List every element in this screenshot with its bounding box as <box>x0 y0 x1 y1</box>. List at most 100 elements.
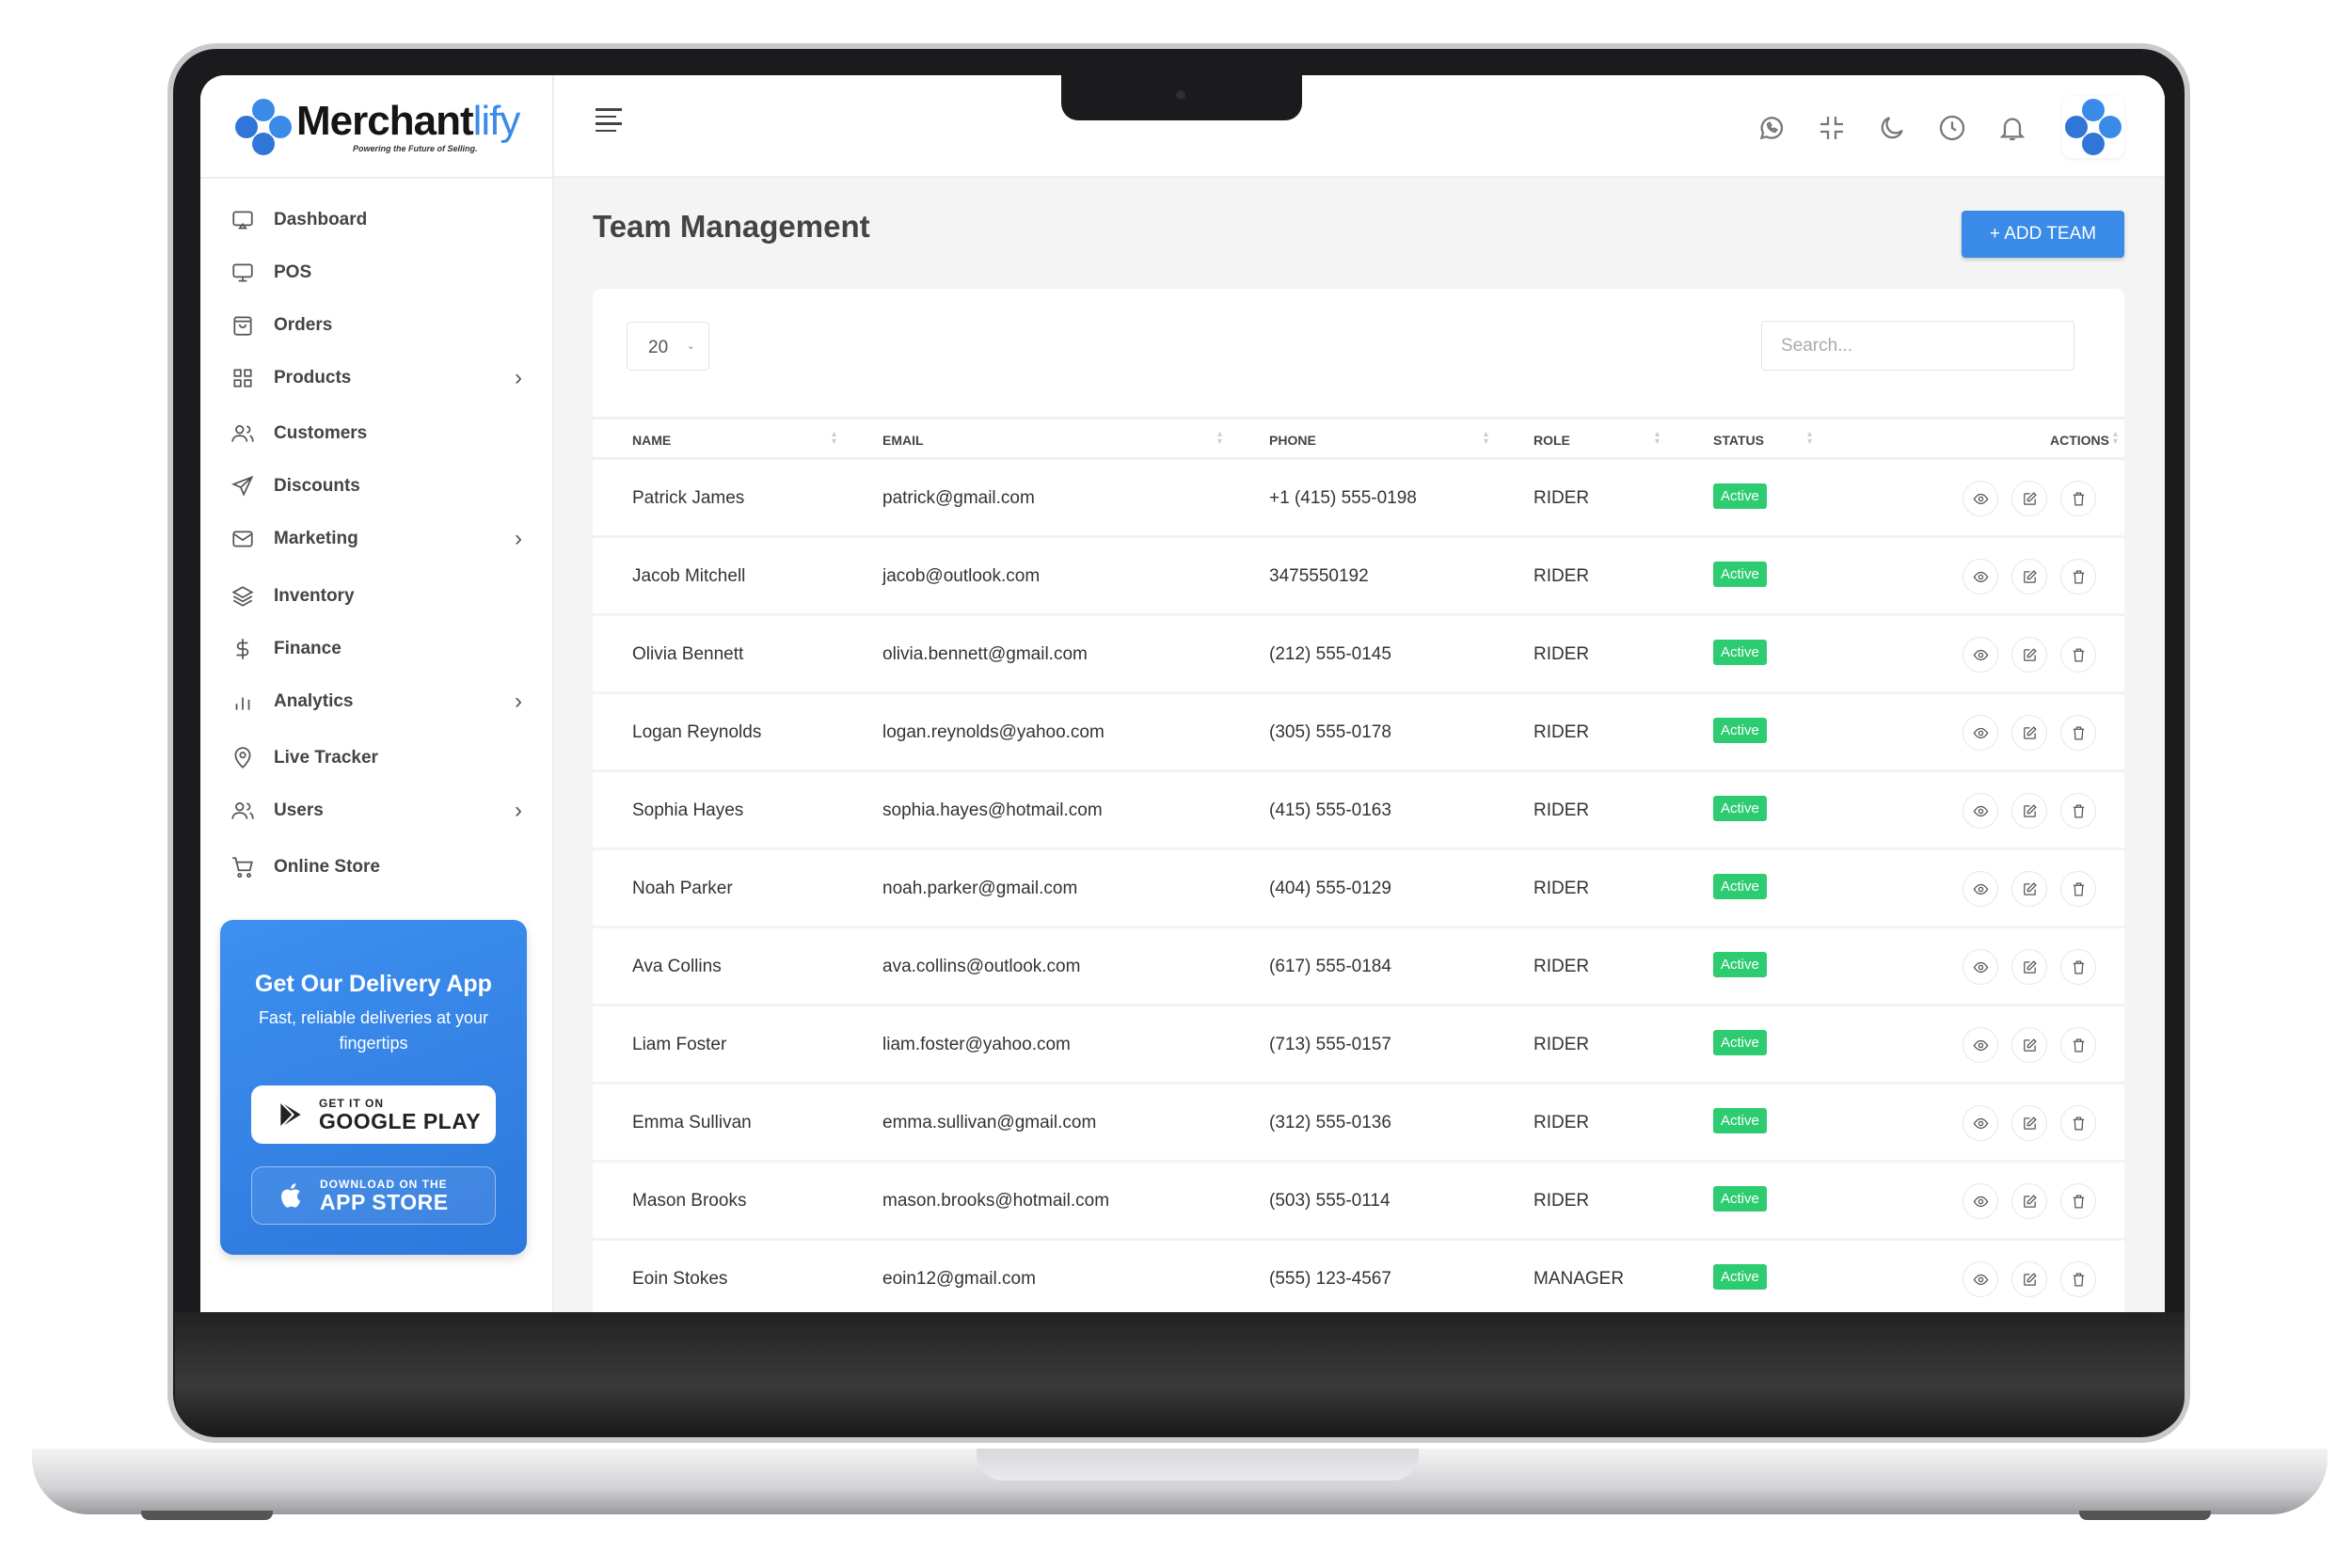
column-header-status[interactable]: STATUS <box>1713 433 1764 448</box>
edit-button[interactable] <box>2011 793 2047 829</box>
page-title: Team Management <box>593 209 870 244</box>
column-header-role[interactable]: ROLE <box>1534 433 1570 448</box>
status-badge: Active <box>1713 640 1767 665</box>
sidebar-item-discounts[interactable]: Discounts <box>230 466 522 507</box>
view-button[interactable] <box>1963 949 1998 985</box>
minimize-button[interactable] <box>1817 113 1847 143</box>
sort-icon[interactable]: ▴ ▾ <box>1655 429 1661 447</box>
sidebar-item-dashboard[interactable]: Dashboard <box>230 199 522 241</box>
add-team-button[interactable]: + ADD TEAM <box>1962 211 2124 258</box>
delete-button[interactable] <box>2060 1183 2096 1219</box>
status-badge: Active <box>1713 874 1767 899</box>
view-button[interactable] <box>1963 793 1998 829</box>
delete-button[interactable] <box>2060 949 2096 985</box>
edit-button[interactable] <box>2011 715 2047 751</box>
view-icon <box>1973 571 1988 582</box>
moon-button[interactable] <box>1877 113 1907 143</box>
view-icon <box>1973 649 1988 660</box>
sidebar-item-orders[interactable]: Orders <box>230 305 522 346</box>
search-input[interactable] <box>1761 321 2074 371</box>
cell-name: Emma Sullivan <box>632 1113 752 1132</box>
cell-phone: (312) 555-0136 <box>1269 1113 1391 1132</box>
laptop-bezel-bottom <box>175 1312 2185 1434</box>
delete-icon <box>2073 1194 2084 1209</box>
users-icon <box>231 425 254 442</box>
clock-button[interactable] <box>1937 113 1967 143</box>
view-icon <box>1973 1274 1988 1285</box>
chevron-right-icon: › <box>515 526 522 551</box>
view-button[interactable] <box>1963 1183 1998 1219</box>
column-header-actions[interactable]: ACTIONS <box>2050 433 2109 448</box>
sidebar-item-online-store[interactable]: Online Store <box>230 847 522 888</box>
sidebar-item-products[interactable]: Products › <box>230 357 522 399</box>
view-button[interactable] <box>1963 1261 1998 1297</box>
edit-button[interactable] <box>2011 1105 2047 1141</box>
view-button[interactable] <box>1963 1105 1998 1141</box>
view-icon <box>1973 961 1988 973</box>
sidebar-item-pos[interactable]: POS <box>230 252 522 293</box>
delete-button[interactable] <box>2060 637 2096 673</box>
whatsapp-button[interactable] <box>1756 113 1787 143</box>
column-header-name[interactable]: NAME <box>632 433 672 448</box>
sort-icon[interactable]: ▴ ▾ <box>1217 429 1223 447</box>
edit-button[interactable] <box>2011 1183 2047 1219</box>
sidebar-item-inventory[interactable]: Inventory <box>230 576 522 617</box>
delete-button[interactable] <box>2060 1261 2096 1297</box>
sidebar-item-users[interactable]: Users › <box>230 790 522 832</box>
sidebar-item-analytics[interactable]: Analytics › <box>230 681 522 722</box>
menu-toggle-icon[interactable] <box>596 108 622 136</box>
view-button[interactable] <box>1963 715 1998 751</box>
delete-button[interactable] <box>2060 559 2096 594</box>
view-button[interactable] <box>1963 481 1998 516</box>
edit-button[interactable] <box>2011 1261 2047 1297</box>
view-button[interactable] <box>1963 1027 1998 1063</box>
sort-icon[interactable]: ▴ ▾ <box>2113 429 2119 447</box>
delete-button[interactable] <box>2060 715 2096 751</box>
cell-phone: (404) 555-0129 <box>1269 879 1391 898</box>
app-store-button[interactable]: DOWNLOAD ON THE APP STORE <box>251 1166 496 1225</box>
grid-icon <box>233 369 252 388</box>
delete-icon <box>2073 1272 2084 1287</box>
sidebar-item-live-tracker[interactable]: Live Tracker <box>230 737 522 779</box>
sort-icon[interactable]: ▴ ▾ <box>1807 429 1813 447</box>
column-header-email[interactable]: EMAIL <box>882 433 924 448</box>
column-header-phone[interactable]: PHONE <box>1269 433 1316 448</box>
edit-button[interactable] <box>2011 949 2047 985</box>
bell-button[interactable] <box>1997 113 2027 143</box>
delete-icon <box>2073 1116 2084 1131</box>
edit-button[interactable] <box>2011 559 2047 594</box>
sort-icon[interactable]: ▴ ▾ <box>832 429 837 447</box>
table-row: Liam Foster liam.foster@yahoo.com (713) 55… <box>593 1006 2124 1085</box>
view-icon <box>1973 805 1988 816</box>
sidebar-item-label: Customers <box>274 423 368 443</box>
brand-logo[interactable]: Merchantlify Powering the Future of Sell… <box>234 98 520 156</box>
page-size-select[interactable]: 20 ⌄ <box>627 322 709 371</box>
shopping-bag-icon <box>233 316 252 336</box>
edit-button[interactable] <box>2011 481 2047 516</box>
cell-email: emma.sullivan@gmail.com <box>882 1113 1097 1132</box>
google-play-button[interactable]: GET IT ON GOOGLE PLAY <box>251 1085 496 1144</box>
view-button[interactable] <box>1963 637 1998 673</box>
cell-role: RIDER <box>1534 879 1590 898</box>
delete-button[interactable] <box>2060 1027 2096 1063</box>
delete-button[interactable] <box>2060 871 2096 907</box>
sort-icon[interactable]: ▴ ▾ <box>1484 429 1489 447</box>
edit-button[interactable] <box>2011 1027 2047 1063</box>
sidebar-item-customers[interactable]: Customers <box>230 413 522 454</box>
view-button[interactable] <box>1963 871 1998 907</box>
edit-icon <box>2023 491 2037 505</box>
delete-button[interactable] <box>2060 793 2096 829</box>
edit-icon <box>2023 881 2037 895</box>
delete-icon <box>2073 647 2084 662</box>
view-button[interactable] <box>1963 559 1998 594</box>
table-row: Logan Reynolds logan.reynolds@yahoo.com (3… <box>593 694 2124 772</box>
delete-button[interactable] <box>2060 481 2096 516</box>
chevron-right-icon: › <box>515 689 522 714</box>
edit-button[interactable] <box>2011 871 2047 907</box>
sidebar-item-finance[interactable]: Finance <box>230 628 522 670</box>
delete-button[interactable] <box>2060 1105 2096 1141</box>
edit-button[interactable] <box>2011 637 2047 673</box>
avatar[interactable] <box>2062 96 2124 158</box>
minimize-icon <box>1820 117 1843 139</box>
sidebar-item-marketing[interactable]: Marketing › <box>230 518 522 560</box>
